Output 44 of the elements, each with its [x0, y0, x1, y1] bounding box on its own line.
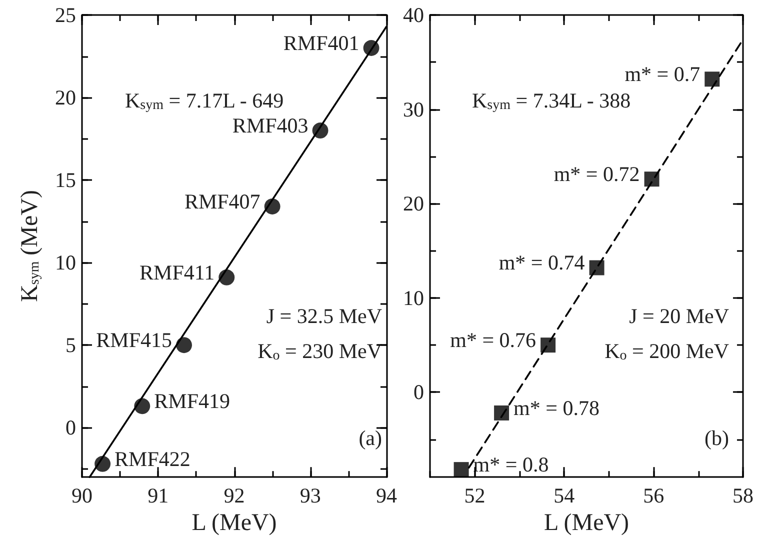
- annotation: RMF411: [140, 260, 215, 284]
- x-axis-title: L (MeV): [544, 510, 630, 536]
- annotation: RMF419: [154, 389, 230, 414]
- annotation: (b): [704, 426, 730, 450]
- annotation: Ko = 200 MeV: [604, 339, 730, 364]
- annotation: RMF422: [114, 446, 190, 471]
- y-tick-label: 40: [403, 3, 424, 27]
- y-tick-label: 20: [403, 192, 424, 216]
- x-tick-label: 56: [643, 484, 664, 508]
- y-tick-label: 10: [55, 250, 76, 275]
- x-tick-label: 91: [148, 484, 169, 508]
- annotation: RMF407: [184, 189, 260, 214]
- annotation: m* = 0.8: [473, 452, 549, 477]
- annotation: (a): [358, 426, 382, 450]
- annotation: m* = 0.78: [514, 396, 600, 420]
- y-tick-label: 0: [414, 380, 424, 404]
- y-axis-title: Ksym (MeV): [17, 190, 43, 302]
- annotation: RMF403: [232, 114, 308, 138]
- x-tick-label: 90: [72, 484, 92, 508]
- x-tick-label: 93: [300, 484, 321, 508]
- annotation: RMF401: [283, 31, 360, 56]
- annotation: m* = 0.7: [624, 62, 700, 86]
- annotation: J = 32.5 MeV: [266, 304, 382, 328]
- x-axis-title: L (MeV): [192, 510, 277, 536]
- annotation: m* = 0.74: [498, 250, 586, 275]
- annotation: m* = 0.72: [554, 162, 640, 186]
- x-tick-label: 54: [554, 484, 576, 508]
- x-tick-label: 92: [224, 484, 245, 508]
- y-tick-label: 25: [55, 3, 76, 27]
- y-tick-label: 0: [66, 416, 76, 440]
- x-tick-label: 58: [732, 484, 754, 508]
- annotation: Ko = 230 MeV: [258, 339, 382, 364]
- annotation: m* = 0.76: [450, 328, 536, 352]
- y-tick-label: 15: [55, 168, 76, 192]
- annotation: RMF415: [96, 328, 172, 352]
- y-tick-label: 5: [66, 333, 76, 358]
- y-tick-label: 10: [403, 286, 424, 310]
- y-tick-label: 20: [55, 86, 76, 110]
- x-tick-label: 94: [376, 484, 398, 508]
- text: Ksym = 7.34L - 388: [472, 88, 631, 113]
- x-tick-label: 52: [464, 484, 486, 508]
- y-tick-label: 30: [403, 97, 424, 122]
- annotation: J = 20 MeV: [629, 304, 730, 328]
- series-label: Ksym = 7.17L - 649: [125, 88, 284, 113]
